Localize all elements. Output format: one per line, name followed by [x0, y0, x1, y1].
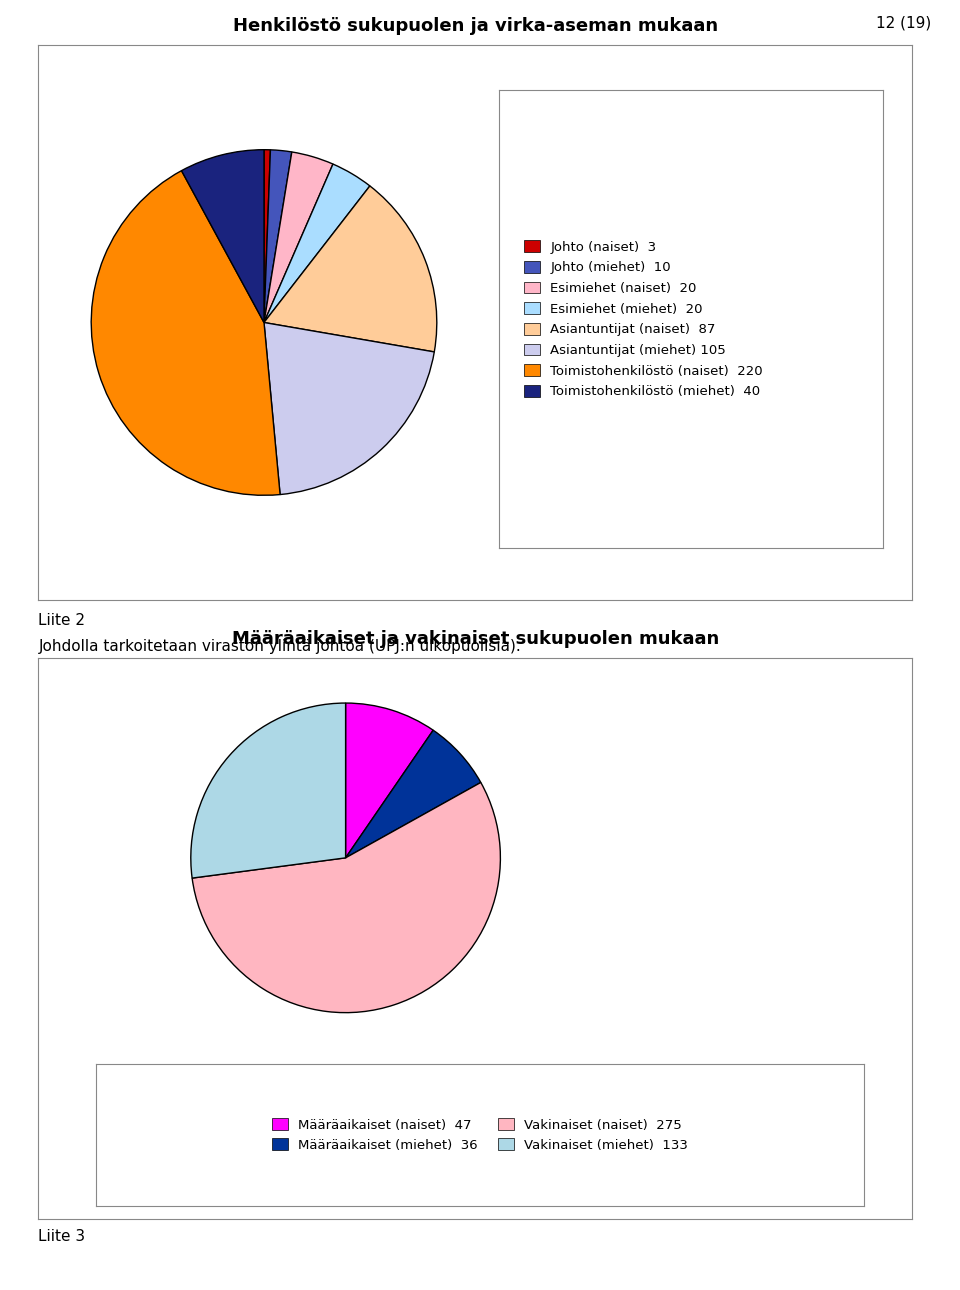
Wedge shape [264, 152, 333, 322]
Legend: Johto (naiset)  3, Johto (miehet)  10, Esimiehet (naiset)  20, Esimiehet (miehet: Johto (naiset) 3, Johto (miehet) 10, Esi… [514, 230, 774, 409]
Wedge shape [192, 783, 500, 1013]
Wedge shape [264, 322, 434, 494]
Text: 12 (19): 12 (19) [876, 15, 931, 31]
Title: Henkilöstö sukupuolen ja virka-aseman mukaan: Henkilöstö sukupuolen ja virka-aseman mu… [232, 17, 718, 35]
Wedge shape [181, 150, 264, 322]
Wedge shape [346, 703, 433, 858]
Text: Johdolla tarkoitetaan viraston ylintä johtoa (UPJ:n ulkopuolisia).: Johdolla tarkoitetaan viraston ylintä jo… [38, 639, 521, 654]
Title: Määräaikaiset ja vakinaiset sukupuolen mukaan: Määräaikaiset ja vakinaiset sukupuolen m… [231, 630, 719, 648]
Text: Liite 3: Liite 3 [38, 1229, 85, 1245]
Wedge shape [346, 730, 481, 858]
Wedge shape [264, 164, 370, 322]
Wedge shape [264, 150, 292, 322]
Text: Liite 2: Liite 2 [38, 613, 85, 628]
Wedge shape [91, 170, 280, 495]
Wedge shape [264, 186, 437, 352]
Wedge shape [191, 703, 346, 878]
Wedge shape [264, 150, 271, 322]
Legend: Määräaikaiset (naiset)  47, Määräaikaiset (miehet)  36, Vakinaiset (naiset)  275: Määräaikaiset (naiset) 47, Määräaikaiset… [265, 1112, 695, 1158]
